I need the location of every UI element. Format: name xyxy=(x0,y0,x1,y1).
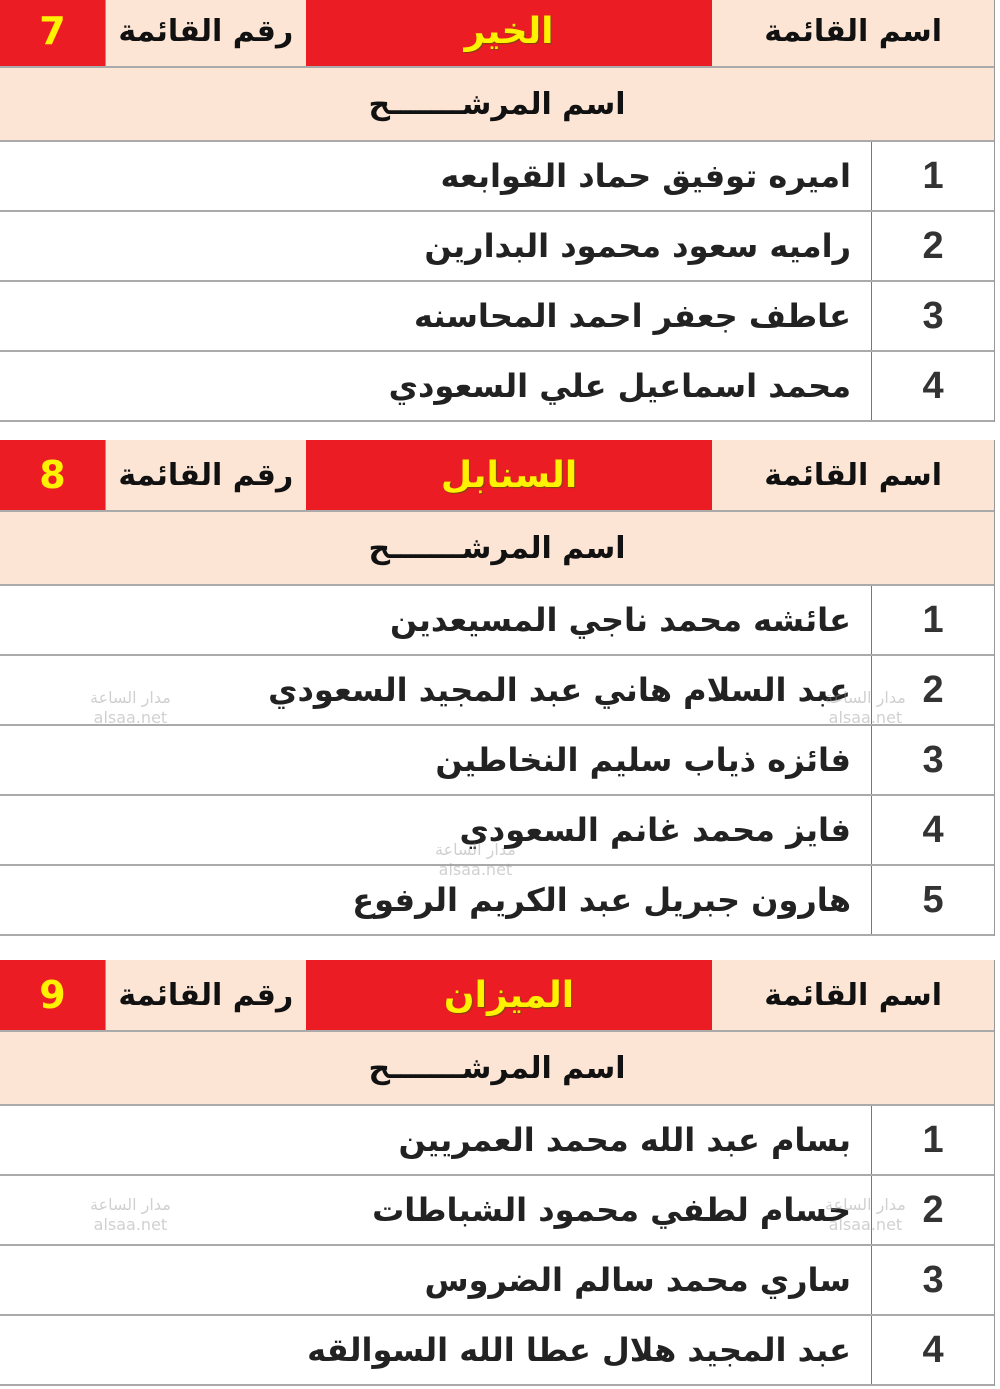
list-name-label: اسم القائمة xyxy=(712,0,994,66)
candidate-name: عبد السلام هاني عبد المجيد السعودي xyxy=(268,671,851,709)
candidate-name: حسام لطفي محمود الشباطات xyxy=(372,1191,851,1229)
candidate-name: فايز محمد غانم السعودي xyxy=(459,811,851,849)
candidate-number: 4 xyxy=(871,1316,994,1384)
list-name-label: اسم القائمة xyxy=(712,960,994,1030)
candidate-number: 2 xyxy=(871,212,994,280)
list-name: السنابل xyxy=(305,440,713,510)
table-row: 1 اميره توفيق حماد القوابعه xyxy=(0,142,994,212)
candidate-number: 3 xyxy=(871,726,994,794)
candidate-number: 2 xyxy=(871,1176,994,1244)
candidate-number: 5 xyxy=(871,866,994,934)
candidate-number: 1 xyxy=(871,1106,994,1174)
list-name-label: اسم القائمة xyxy=(712,440,994,510)
candidate-number: 4 xyxy=(871,352,994,420)
list-number: 9 xyxy=(0,960,105,1030)
candidate-name: فائزه ذياب سليم النخاطين xyxy=(435,741,851,779)
list-block: اسم القائمة الخير رقم القائمة 7 اسم المرشـــ… xyxy=(0,0,995,422)
candidate-number: 1 xyxy=(871,586,994,654)
list-block: اسم القائمة السنابل رقم القائمة 8 اسم المرشـ… xyxy=(0,440,995,936)
candidate-name: ساري محمد سالم الضروس xyxy=(424,1261,851,1299)
table-row: 2 حسام لطفي محمود الشباطات xyxy=(0,1176,994,1246)
table-row: 3 فائزه ذياب سليم النخاطين xyxy=(0,726,994,796)
table-row: 3 عاطف جعفر احمد المحاسنه xyxy=(0,282,994,352)
list-number: 8 xyxy=(0,440,105,510)
table-row: 4 فايز محمد غانم السعودي xyxy=(0,796,994,866)
candidate-number: 3 xyxy=(871,282,994,350)
candidate-number: 2 xyxy=(871,656,994,724)
candidate-name: عبد المجيد هلال عطا الله السوالقه xyxy=(307,1331,851,1369)
candidate-name: عائشه محمد ناجي المسيعدين xyxy=(390,601,851,639)
table-row: 3 ساري محمد سالم الضروس xyxy=(0,1246,994,1316)
table-row: 4 محمد اسماعيل علي السعودي xyxy=(0,352,994,422)
list-number-label: رقم القائمة xyxy=(104,0,306,66)
candidate-name-header: اسم المرشـــــــح xyxy=(0,68,994,142)
candidate-name: محمد اسماعيل علي السعودي xyxy=(388,367,851,405)
candidate-name-header: اسم المرشـــــــح xyxy=(0,1032,994,1106)
candidate-name: اميره توفيق حماد القوابعه xyxy=(440,157,851,195)
list-number-label: رقم القائمة xyxy=(104,960,306,1030)
list-header-row: اسم القائمة الخير رقم القائمة 7 xyxy=(0,0,994,68)
table-row: 4 عبد المجيد هلال عطا الله السوالقه xyxy=(0,1316,994,1386)
list-number: 7 xyxy=(0,0,105,66)
candidate-name: هارون جبريل عبد الكريم الرفوع xyxy=(352,881,851,919)
candidate-name: راميه سعود محمود البدارين xyxy=(424,227,851,265)
table-row: 5 هارون جبريل عبد الكريم الرفوع xyxy=(0,866,994,936)
candidate-number: 4 xyxy=(871,796,994,864)
list-header-row: اسم القائمة الميزان رقم القائمة 9 xyxy=(0,960,994,1032)
list-header-row: اسم القائمة السنابل رقم القائمة 8 xyxy=(0,440,994,512)
candidate-number: 1 xyxy=(871,142,994,210)
candidate-name-header: اسم المرشـــــــح xyxy=(0,512,994,586)
list-name: الخير xyxy=(305,0,713,66)
list-number-label: رقم القائمة xyxy=(104,440,306,510)
table-row: 2 عبد السلام هاني عبد المجيد السعودي xyxy=(0,656,994,726)
candidate-name: بسام عبد الله محمد العمريين xyxy=(398,1121,851,1159)
list-block: اسم القائمة الميزان رقم القائمة 9 اسم المرشـ… xyxy=(0,960,995,1386)
table-row: 2 راميه سعود محمود البدارين xyxy=(0,212,994,282)
candidate-name: عاطف جعفر احمد المحاسنه xyxy=(413,297,851,335)
candidate-number: 3 xyxy=(871,1246,994,1314)
table-row: 1 عائشه محمد ناجي المسيعدين xyxy=(0,586,994,656)
list-name: الميزان xyxy=(305,960,713,1030)
table-row: 1 بسام عبد الله محمد العمريين xyxy=(0,1106,994,1176)
